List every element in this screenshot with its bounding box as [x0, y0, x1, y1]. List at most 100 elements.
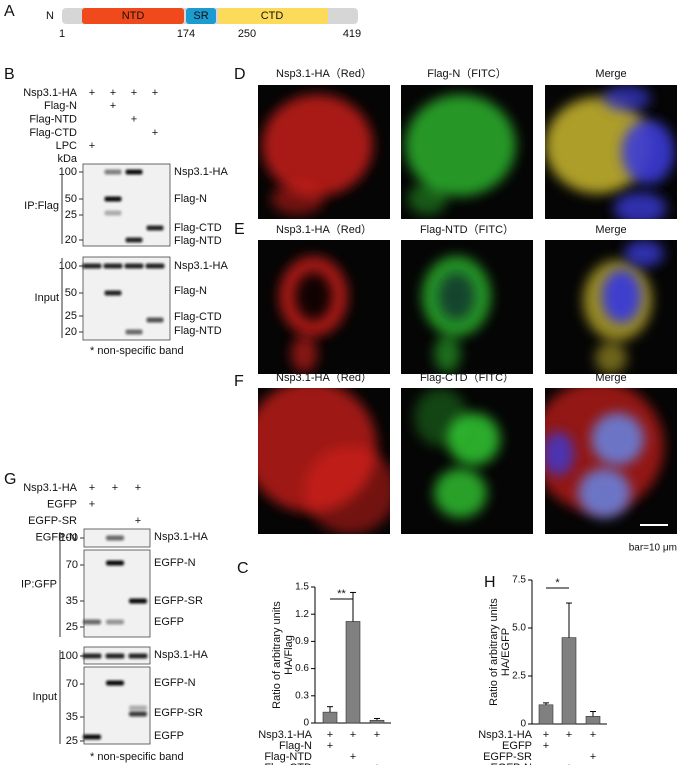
micrograph	[401, 388, 533, 534]
kda-marker: 70	[66, 559, 78, 571]
fluorescence	[591, 412, 644, 466]
condition-mark: +	[350, 729, 356, 741]
band	[145, 263, 165, 269]
condition-label: Flag-N	[279, 740, 312, 752]
condition-mark: +	[131, 114, 137, 126]
condition-mark: +	[152, 127, 158, 139]
condition-mark: +	[543, 740, 549, 752]
fluorescence	[291, 335, 318, 373]
band-label: EGFP-N	[154, 557, 196, 569]
condition-mark: +	[89, 482, 95, 494]
domain-diagram	[62, 8, 358, 24]
condition-mark: +	[89, 87, 95, 99]
bar	[322, 711, 338, 724]
panel-letter: G	[4, 471, 16, 488]
kda-marker: 100	[60, 532, 78, 544]
condition-label: Flag-N	[44, 100, 77, 112]
condition-mark: +	[374, 729, 380, 741]
band	[106, 560, 124, 566]
band	[104, 210, 122, 216]
condition-label: Flag-CTD	[29, 127, 77, 139]
image-title: Nsp3.1-HA（Red）	[276, 67, 372, 80]
condition-mark: +	[590, 729, 596, 741]
panel-letter: E	[234, 221, 245, 238]
image-title: Nsp3.1-HA（Red）	[276, 223, 372, 236]
panel-letter: D	[234, 66, 246, 83]
sr-domain	[186, 8, 216, 24]
condition-mark: +	[350, 751, 356, 763]
condition-mark: +	[543, 729, 549, 741]
band	[128, 653, 148, 659]
kda-marker: 100	[59, 260, 77, 272]
band-label: Flag-NTD	[174, 325, 222, 337]
band-label: EGFP-N	[154, 677, 196, 689]
image-title: Nsp3.1-HA（Red）	[276, 371, 372, 384]
condition-label: Flag-NTD	[264, 751, 312, 763]
condition-mark: +	[590, 751, 596, 763]
condition-label: Nsp3.1-HA	[23, 482, 77, 494]
micrograph	[401, 85, 533, 219]
panel-letter: F	[234, 373, 244, 390]
kda-label: kDa	[57, 153, 77, 165]
condition-label: Nsp3.1-HA	[478, 729, 532, 741]
fluorescence	[294, 272, 332, 321]
kda-marker: 50	[65, 287, 77, 299]
fluorescence	[434, 335, 461, 373]
kda-marker: 20	[65, 234, 77, 246]
condition-label: LPC	[56, 140, 77, 152]
y-axis-label: HA/Flag	[283, 635, 295, 675]
fluorescence	[271, 182, 324, 215]
band-label: EGFP	[154, 616, 184, 628]
condition-label: Nsp3.1-HA	[258, 729, 312, 741]
kda-marker: 25	[66, 735, 78, 747]
band	[125, 329, 143, 335]
micrograph	[401, 240, 533, 374]
domain-label: SR	[193, 10, 208, 22]
band-label: Flag-CTD	[174, 311, 222, 323]
panel-letter: H	[484, 574, 496, 591]
image-title: Flag-N（FITC）	[427, 67, 506, 80]
condition-mark: +	[327, 729, 333, 741]
band	[104, 196, 122, 202]
group-label: IP:Flag	[24, 200, 59, 212]
band	[129, 598, 147, 604]
band-label: Nsp3.1-HA	[154, 649, 208, 661]
kda-marker: 100	[59, 166, 77, 178]
y-tick-label: 7.5	[512, 575, 526, 586]
band	[146, 317, 164, 323]
residue-position: 174	[177, 28, 195, 40]
kda-marker: 35	[66, 711, 78, 723]
fluorescence	[578, 468, 631, 518]
condition-label: EGFP-N	[35, 531, 77, 543]
kda-marker: 35	[66, 595, 78, 607]
condition-label: EGFP-SR	[483, 751, 532, 763]
fluorescence	[603, 85, 651, 112]
condition-mark: +	[135, 515, 141, 527]
fluorescence	[601, 269, 642, 324]
condition-mark: +	[327, 740, 333, 752]
condition-mark: +	[131, 87, 137, 99]
kda-marker: 25	[66, 621, 78, 633]
condition-mark: +	[374, 762, 380, 765]
fluorescence	[261, 94, 373, 197]
micrograph	[545, 388, 677, 534]
band	[106, 680, 124, 686]
footnote: * non-specific band	[90, 345, 184, 357]
y-axis-label: Ratio of arbitrary units	[488, 598, 500, 706]
band-label: EGFP-SR	[154, 595, 203, 607]
band-label: Flag-NTD	[174, 235, 222, 247]
condition-label: EGFP	[47, 498, 77, 510]
condition-mark: +	[566, 762, 572, 765]
domain-label: CTD	[261, 10, 284, 22]
band	[124, 263, 144, 269]
band	[83, 734, 101, 740]
image-title: Merge	[595, 372, 626, 384]
y-tick-label: 0.6	[295, 663, 309, 674]
blot	[82, 256, 171, 341]
fluorescence	[613, 192, 667, 219]
image-title: Flag-NTD（FITC）	[420, 223, 514, 236]
band	[83, 619, 101, 625]
scale-bar-label: bar=10 μm	[629, 543, 677, 554]
y-tick-label: 1.5	[295, 582, 309, 593]
